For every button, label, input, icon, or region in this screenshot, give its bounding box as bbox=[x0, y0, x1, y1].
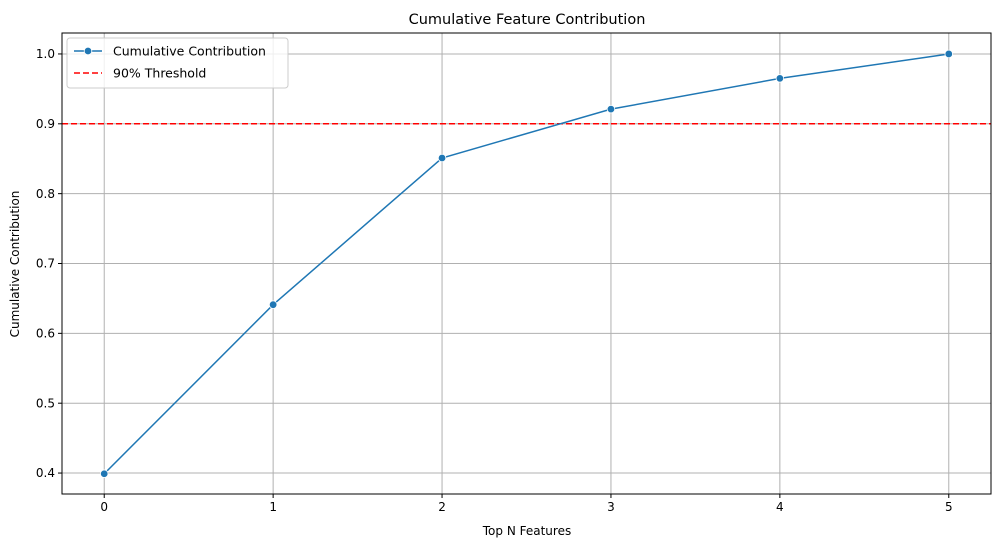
data-point bbox=[944, 49, 953, 59]
grid bbox=[62, 33, 991, 494]
x-tick-label: 2 bbox=[438, 500, 446, 514]
chart-title: Cumulative Feature Contribution bbox=[409, 12, 646, 28]
y-tick-label: 0.8 bbox=[36, 187, 55, 201]
x-tick-label: 3 bbox=[607, 500, 615, 514]
x-tick-label: 5 bbox=[945, 500, 953, 514]
y-tick-label: 0.5 bbox=[36, 396, 55, 410]
data-point bbox=[775, 74, 785, 83]
data-point bbox=[100, 469, 109, 478]
legend-series-marker bbox=[83, 46, 93, 56]
series-line bbox=[103, 53, 949, 475]
series-layer bbox=[100, 49, 953, 478]
y-tick-label: 0.6 bbox=[36, 327, 55, 341]
y-tick-label: 1.0 bbox=[36, 47, 55, 61]
legend-threshold-label: 90% Threshold bbox=[113, 66, 206, 81]
y-tick-label: 0.7 bbox=[36, 257, 55, 271]
data-point bbox=[437, 153, 447, 163]
x-axis-ticks: 0 1 2 3 4 5 bbox=[100, 494, 953, 514]
y-axis-label: Cumulative Contribution bbox=[8, 191, 22, 338]
x-tick-label: 0 bbox=[100, 500, 108, 514]
x-tick-label: 4 bbox=[776, 500, 784, 514]
y-axis-ticks: 0.4 0.5 0.6 0.7 0.8 0.9 1.0 bbox=[36, 47, 62, 480]
legend-series-label: Cumulative Contribution bbox=[113, 44, 266, 59]
x-tick-label: 1 bbox=[269, 500, 277, 514]
x-axis-label: Top N Features bbox=[482, 524, 571, 538]
data-point bbox=[268, 300, 278, 309]
data-point bbox=[606, 104, 616, 114]
y-tick-label: 0.9 bbox=[36, 117, 55, 131]
legend-box bbox=[66, 37, 289, 89]
legend: Cumulative Contribution 90% Threshold bbox=[66, 37, 289, 89]
y-tick-label: 0.4 bbox=[36, 466, 55, 480]
